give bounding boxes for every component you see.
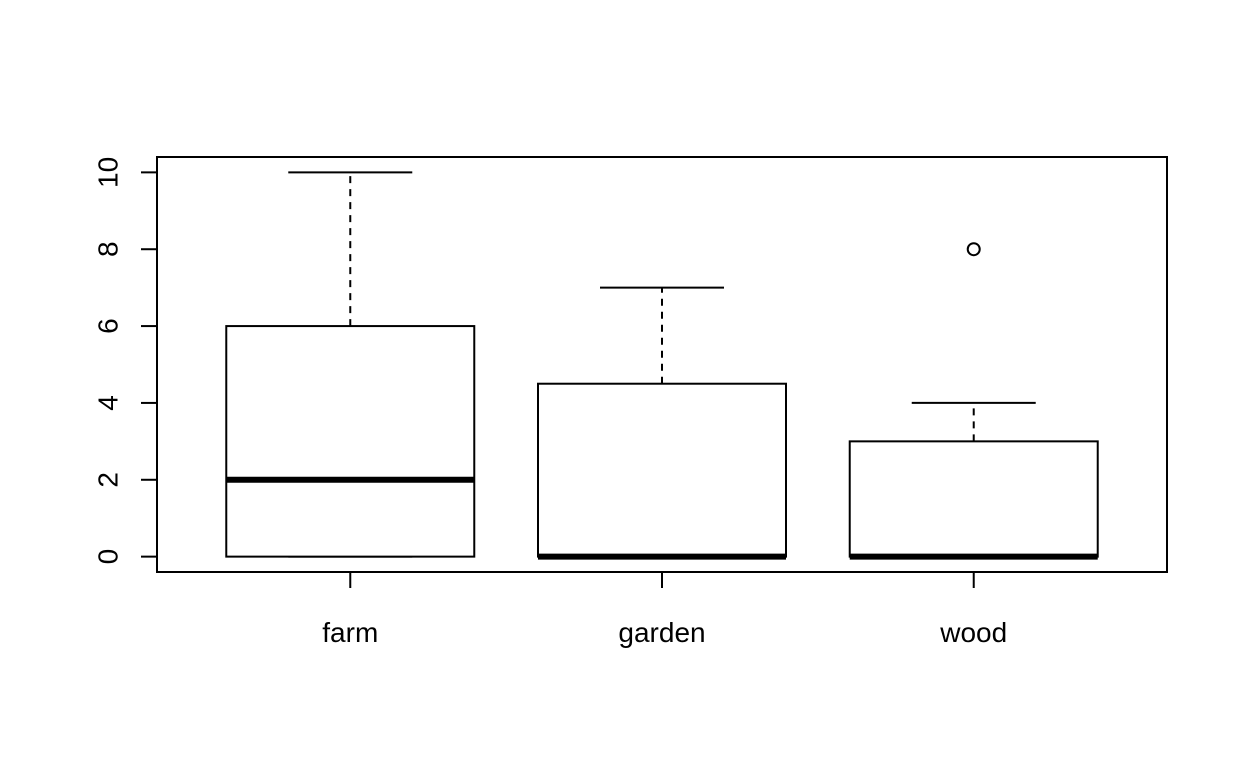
x-category-label: farm	[322, 617, 378, 648]
y-tick-label: 0	[92, 549, 123, 565]
box-rect	[537, 382, 787, 558]
y-tick-label: 2	[92, 472, 123, 488]
box-wood	[848, 242, 1099, 560]
box-rect	[848, 440, 1099, 558]
y-tick-label: 6	[92, 318, 123, 334]
box-farm	[225, 171, 476, 558]
outlier-point	[966, 242, 981, 257]
box-garden	[537, 286, 787, 560]
y-tick-label: 10	[92, 157, 123, 188]
y-axis: 0 2 4 6 8 10	[92, 157, 158, 565]
boxes-group	[225, 171, 1099, 560]
x-axis: farm garden wood	[322, 572, 1007, 648]
y-tick-label: 8	[92, 241, 123, 257]
y-tick-label: 4	[92, 395, 123, 411]
box-rect	[225, 325, 476, 558]
x-category-label: garden	[618, 617, 705, 648]
x-category-label: wood	[939, 617, 1007, 648]
